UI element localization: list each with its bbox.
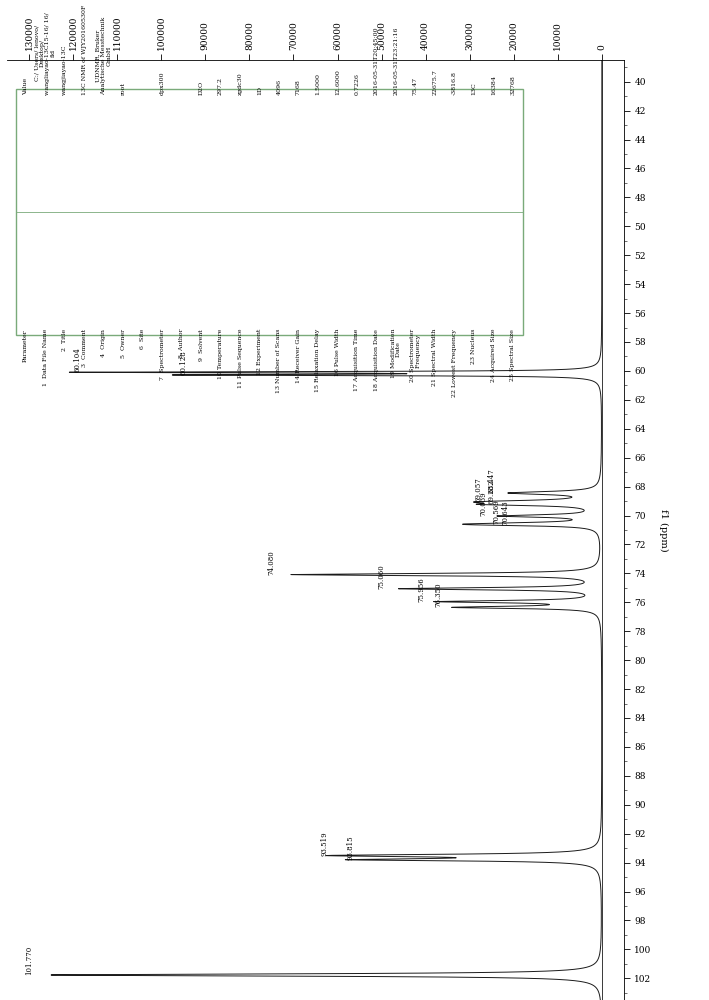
Text: Parameter: Parameter xyxy=(23,329,28,362)
Text: 68.447: 68.447 xyxy=(488,468,496,493)
Text: 2016-05-31T20:45:00: 2016-05-31T20:45:00 xyxy=(374,26,379,95)
Bar xyxy=(16,89,523,335)
Text: 21 Spectral Width: 21 Spectral Width xyxy=(432,329,437,386)
Text: 2016-05-31T23:21:16: 2016-05-31T23:21:16 xyxy=(393,26,398,95)
Text: 93.519: 93.519 xyxy=(320,831,328,856)
Text: 3  Comment: 3 Comment xyxy=(82,329,86,367)
Text: C:/ Users/ lenovo/
Desktop/
wangliayao-13C15-16/ 16/
fid: C:/ Users/ lenovo/ Desktop/ wangliayao-1… xyxy=(35,12,56,95)
Text: 10 Temperature: 10 Temperature xyxy=(218,329,223,379)
Text: 76.350: 76.350 xyxy=(435,583,443,607)
Text: 13C: 13C xyxy=(471,82,476,95)
Text: 2  Title: 2 Title xyxy=(62,329,67,351)
Text: 5  Owner: 5 Owner xyxy=(121,329,125,358)
Text: 75.060: 75.060 xyxy=(378,564,386,589)
Text: 12.6000: 12.6000 xyxy=(335,69,340,95)
Text: 16 Pulse Width: 16 Pulse Width xyxy=(335,329,340,376)
Text: 13C NMR of WJY20160530F: 13C NMR of WJY20160530F xyxy=(82,4,86,95)
Text: 69.057: 69.057 xyxy=(474,477,483,502)
Text: -3816.8: -3816.8 xyxy=(452,71,457,95)
Text: 297.2: 297.2 xyxy=(218,77,223,95)
Text: 32768: 32768 xyxy=(510,75,515,95)
Text: 20 Spectrometer
    Frequency: 20 Spectrometer Frequency xyxy=(411,329,420,382)
Text: 15 Relaxation Delay: 15 Relaxation Delay xyxy=(316,329,320,392)
Text: root: root xyxy=(121,82,125,95)
Text: 14 Receiver Gain: 14 Receiver Gain xyxy=(296,329,301,383)
Y-axis label: f1 (ppm): f1 (ppm) xyxy=(659,509,669,551)
Text: 8  Author: 8 Author xyxy=(179,329,184,358)
Text: 70.569: 70.569 xyxy=(492,499,500,524)
Text: 75.956: 75.956 xyxy=(418,577,425,602)
Text: 75.47: 75.47 xyxy=(413,77,418,95)
Text: 9  Solvent: 9 Solvent xyxy=(199,329,203,361)
Text: D2O: D2O xyxy=(199,81,203,95)
Text: 18 Acquisition Date: 18 Acquisition Date xyxy=(374,329,379,391)
Text: wangjiayao-13C: wangjiayao-13C xyxy=(62,44,67,95)
Text: 4096: 4096 xyxy=(277,79,281,95)
Text: 23 Nucleus: 23 Nucleus xyxy=(471,329,476,364)
Text: 70.643: 70.643 xyxy=(501,500,509,525)
Text: 22 Lowest Frequency: 22 Lowest Frequency xyxy=(452,329,457,397)
Text: UDNMR, Bruker
Analytische Messtechnik
GmbH: UDNMR, Bruker Analytische Messtechnik Gm… xyxy=(96,16,111,95)
Text: 4  Origin: 4 Origin xyxy=(101,329,106,357)
Text: 1D: 1D xyxy=(257,86,262,95)
Text: 19 Modification
    Date: 19 Modification Date xyxy=(391,329,401,378)
Text: 7168: 7168 xyxy=(296,79,301,95)
Text: 11 Pulse Sequence: 11 Pulse Sequence xyxy=(238,329,242,388)
Text: Value: Value xyxy=(23,78,28,95)
Text: 7  Spectrometer: 7 Spectrometer xyxy=(160,329,164,380)
Text: 22675.7: 22675.7 xyxy=(432,69,437,95)
Text: 60.104: 60.104 xyxy=(74,347,82,372)
Text: 6  Site: 6 Site xyxy=(140,329,145,349)
Text: 16384: 16384 xyxy=(491,75,496,95)
Text: 101.770: 101.770 xyxy=(25,946,33,975)
Text: 93.815: 93.815 xyxy=(347,835,354,860)
Text: 24 Acquired Size: 24 Acquired Size xyxy=(491,329,496,382)
Text: 0.7226: 0.7226 xyxy=(354,73,359,95)
Text: 74.080: 74.080 xyxy=(267,550,275,575)
Text: 17 Acquisition Time: 17 Acquisition Time xyxy=(354,329,359,391)
Text: 25 Spectral Size: 25 Spectral Size xyxy=(510,329,515,381)
Text: 1  Data File Name: 1 Data File Name xyxy=(43,329,48,386)
Text: zgdc30: zgdc30 xyxy=(238,72,242,95)
Text: 60.128: 60.128 xyxy=(179,350,187,375)
Text: 12 Experiment: 12 Experiment xyxy=(257,329,262,375)
Text: 1.5000: 1.5000 xyxy=(316,73,320,95)
Text: dpx300: dpx300 xyxy=(160,71,164,95)
Text: 69.232: 69.232 xyxy=(488,480,496,504)
Text: 70.039: 70.039 xyxy=(479,491,487,516)
Text: 13 Number of Scans: 13 Number of Scans xyxy=(277,329,281,393)
